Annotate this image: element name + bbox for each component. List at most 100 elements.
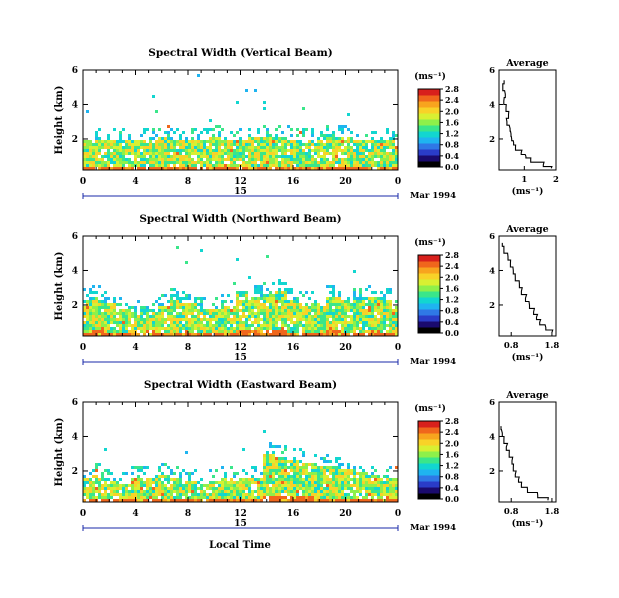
heatmap-cell [107, 137, 110, 140]
heatmap-cell [185, 309, 188, 312]
colorbar-segment [418, 321, 440, 328]
heatmap-cell [254, 321, 257, 324]
heatmap-cell [296, 333, 299, 336]
heatmap-cell [236, 312, 239, 315]
heatmap-cell [245, 155, 248, 158]
heatmap-cell [293, 481, 296, 484]
heatmap-cell [104, 152, 107, 155]
heatmap-cell [323, 327, 326, 330]
heatmap-cell [290, 333, 293, 336]
heatmap-cell [377, 318, 380, 321]
heatmap-cell [131, 306, 134, 309]
heatmap-cell [164, 321, 167, 324]
heatmap-cell [233, 490, 236, 493]
heatmap-cell [83, 324, 86, 327]
heatmap-cell [170, 143, 173, 146]
heatmap-cell [326, 487, 329, 490]
date-label: Mar 1994 [410, 191, 456, 201]
heatmap-cell [176, 291, 179, 294]
heatmap-cell [137, 487, 140, 490]
heatmap-cell [263, 460, 266, 463]
heatmap-cell [170, 300, 173, 303]
heatmap-cell [275, 143, 278, 146]
heatmap-cell [302, 487, 305, 490]
heatmap-cell [371, 321, 374, 324]
heatmap-cell [176, 161, 179, 164]
heatmap-cell [188, 146, 191, 149]
heatmap-cell [353, 333, 356, 336]
heatmap-cell [92, 333, 95, 336]
heatmap-cell [287, 327, 290, 330]
heatmap-cell [185, 143, 188, 146]
heatmap-cell [359, 306, 362, 309]
y-tick-label: 6 [72, 232, 78, 242]
heatmap-cell [167, 481, 170, 484]
heatmap-cell [275, 478, 278, 481]
heatmap-cell [113, 490, 116, 493]
heatmap-cell [179, 478, 182, 481]
heatmap-cell [98, 496, 101, 499]
heatmap-cell [254, 330, 257, 333]
heatmap-cell [149, 478, 152, 481]
heatmap-cell [296, 146, 299, 149]
heatmap-cell [365, 472, 368, 475]
heatmap-cell [350, 478, 353, 481]
heatmap-cell [284, 330, 287, 333]
colorbar-tick-label: 1.6 [445, 449, 459, 459]
x-tick-label: 8 [185, 177, 191, 187]
heatmap-cell [260, 333, 263, 336]
heatmap-cell [311, 333, 314, 336]
heatmap-cell [371, 152, 374, 155]
heatmap-cell [383, 303, 386, 306]
heatmap-cell [152, 143, 155, 146]
heatmap-cell [257, 315, 260, 318]
heatmap-cell [347, 164, 350, 167]
heatmap-cell [386, 315, 389, 318]
heatmap-cell [215, 149, 218, 152]
heatmap-cell [107, 487, 110, 490]
heatmap-cell [170, 493, 173, 496]
heatmap-cell [254, 478, 257, 481]
heatmap-cell [200, 484, 203, 487]
heatmap-cell [335, 478, 338, 481]
heatmap-cell [278, 463, 281, 466]
heatmap-cell [215, 324, 218, 327]
heatmap-cell [197, 312, 200, 315]
heatmap-cell [242, 149, 245, 152]
avg-y-tick-label: 4 [489, 100, 495, 110]
heatmap-cell [179, 161, 182, 164]
heatmap-cell [83, 327, 86, 330]
heatmap-cell [95, 300, 98, 303]
heatmap-cell [389, 291, 392, 294]
colorbar-segment [418, 475, 440, 482]
heatmap-cell [344, 312, 347, 315]
heatmap-cell [233, 312, 236, 315]
colorbar-segment [418, 303, 440, 310]
heatmap-cell [248, 327, 251, 330]
heatmap-cell [317, 469, 320, 472]
heatmap-cell [359, 466, 362, 469]
heatmap-cell [245, 496, 248, 499]
heatmap-cell [263, 496, 266, 499]
heatmap-cell [152, 164, 155, 167]
heatmap-cell [161, 152, 164, 155]
heatmap-cell [122, 158, 125, 161]
heatmap-cell [155, 327, 158, 330]
heatmap-cell [389, 152, 392, 155]
heatmap-cell [296, 152, 299, 155]
heatmap-cell [251, 309, 254, 312]
heatmap-cell [332, 158, 335, 161]
heatmap-cell [149, 333, 152, 336]
heatmap-cell [152, 487, 155, 490]
heatmap-cell [125, 140, 128, 143]
heatmap-cell [314, 472, 317, 475]
heatmap-cell [215, 167, 218, 170]
heatmap-cell [335, 146, 338, 149]
heatmap-cell [263, 306, 266, 309]
heatmap-cell [113, 158, 116, 161]
heatmap-cell [107, 493, 110, 496]
heatmap-cell [185, 306, 188, 309]
heatmap-cell [182, 131, 185, 134]
colorbar-segment [418, 481, 440, 488]
heatmap-cell [152, 158, 155, 161]
